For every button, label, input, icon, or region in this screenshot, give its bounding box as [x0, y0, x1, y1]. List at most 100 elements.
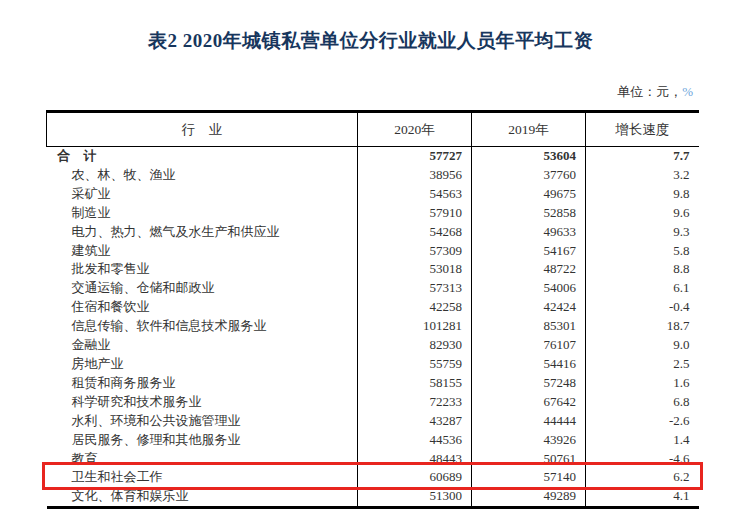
industry-name-cell: 电力、热力、燃气及水生产和供应业	[47, 223, 358, 242]
value-2019-cell: 37760	[472, 166, 586, 185]
col-header-growth: 增长速度	[586, 112, 699, 147]
table-row: 卫生和社会工作60689571406.2	[47, 468, 699, 487]
page-title: 表2 2020年城镇私营单位分行业就业人员年平均工资	[0, 0, 741, 54]
value-2019-cell: 57248	[472, 374, 586, 393]
growth-rate-cell: 9.0	[586, 336, 699, 355]
industry-name-cell: 水利、环境和公共设施管理业	[47, 412, 358, 431]
value-2019-cell: 43926	[472, 431, 586, 450]
table-row: 合 计57727536047.7	[47, 147, 699, 166]
growth-rate-cell: 18.7	[586, 317, 699, 336]
growth-rate-cell: 6.8	[586, 393, 699, 412]
value-2019-cell: 50761	[472, 450, 586, 469]
table-row: 建筑业57309541675.8	[47, 242, 699, 261]
industry-name-cell: 教育	[47, 450, 358, 469]
table-wrap: 行 业 2020年 2019年 增长速度 合 计57727536047.7农、林…	[46, 110, 698, 509]
industry-name-cell: 信息传输、软件和信息技术服务业	[47, 317, 358, 336]
col-header-2020: 2020年	[358, 112, 472, 147]
value-2020-cell: 44536	[358, 431, 472, 450]
industry-name-cell: 住宿和餐饮业	[47, 298, 358, 317]
value-2020-cell: 57727	[358, 147, 472, 166]
table-row: 批发和零售业53018487228.8	[47, 260, 699, 279]
value-2019-cell: 49633	[472, 223, 586, 242]
growth-rate-cell: 4.1	[586, 487, 699, 507]
industry-name-cell: 合 计	[47, 147, 358, 166]
industry-name-cell: 租赁和商务服务业	[47, 374, 358, 393]
table-row: 信息传输、软件和信息技术服务业1012818530118.7	[47, 317, 699, 336]
col-header-industry: 行 业	[47, 112, 358, 147]
table-row: 住宿和餐饮业4225842424-0.4	[47, 298, 699, 317]
unit-note: 单位：元，%	[617, 83, 693, 101]
table-row: 居民服务、修理和其他服务业44536439261.4	[47, 431, 699, 450]
table-row: 文化、体育和娱乐业51300492894.1	[47, 487, 699, 507]
table-row: 租赁和商务服务业58155572481.6	[47, 374, 699, 393]
industry-name-cell: 居民服务、修理和其他服务业	[47, 431, 358, 450]
value-2019-cell: 52858	[472, 204, 586, 223]
table-row: 电力、热力、燃气及水生产和供应业54268496339.3	[47, 223, 699, 242]
growth-rate-cell: 1.6	[586, 374, 699, 393]
value-2020-cell: 43287	[358, 412, 472, 431]
value-2019-cell: 54416	[472, 355, 586, 374]
industry-name-cell: 卫生和社会工作	[47, 468, 358, 487]
value-2019-cell: 53604	[472, 147, 586, 166]
industry-name-cell: 房地产业	[47, 355, 358, 374]
table-row: 制造业57910528589.6	[47, 204, 699, 223]
industry-name-cell: 采矿业	[47, 185, 358, 204]
header-row: 行 业 2020年 2019年 增长速度	[47, 112, 699, 147]
value-2019-cell: 54167	[472, 242, 586, 261]
growth-rate-cell: 6.2	[586, 468, 699, 487]
table-row: 交通运输、仓储和邮政业57313540066.1	[47, 279, 699, 298]
industry-name-cell: 金融业	[47, 336, 358, 355]
table-row: 房地产业55759544162.5	[47, 355, 699, 374]
growth-rate-cell: 5.8	[586, 242, 699, 261]
industry-name-cell: 批发和零售业	[47, 260, 358, 279]
value-2020-cell: 55759	[358, 355, 472, 374]
value-2020-cell: 82930	[358, 336, 472, 355]
page: 表2 2020年城镇私营单位分行业就业人员年平均工资 单位：元，% 行 业 20…	[0, 0, 741, 524]
growth-rate-cell: 1.4	[586, 431, 699, 450]
value-2020-cell: 72233	[358, 393, 472, 412]
growth-rate-cell: 2.5	[586, 355, 699, 374]
growth-rate-cell: -0.4	[586, 298, 699, 317]
growth-rate-cell: 9.8	[586, 185, 699, 204]
value-2019-cell: 42424	[472, 298, 586, 317]
value-2019-cell: 85301	[472, 317, 586, 336]
growth-rate-cell: -4.6	[586, 450, 699, 469]
value-2020-cell: 48443	[358, 450, 472, 469]
value-2019-cell: 54006	[472, 279, 586, 298]
industry-name-cell: 科学研究和技术服务业	[47, 393, 358, 412]
value-2020-cell: 58155	[358, 374, 472, 393]
value-2020-cell: 53018	[358, 260, 472, 279]
growth-rate-cell: 6.1	[586, 279, 699, 298]
table-row: 教育4844350761-4.6	[47, 450, 699, 469]
table-row: 农、林、牧、渔业38956377603.2	[47, 166, 699, 185]
value-2019-cell: 44444	[472, 412, 586, 431]
value-2020-cell: 51300	[358, 487, 472, 507]
industry-name-cell: 文化、体育和娱乐业	[47, 487, 358, 507]
wage-table: 行 业 2020年 2019年 增长速度 合 计57727536047.7农、林…	[46, 110, 699, 509]
growth-rate-cell: 3.2	[586, 166, 699, 185]
value-2020-cell: 54268	[358, 223, 472, 242]
table-row: 科学研究和技术服务业72233676426.8	[47, 393, 699, 412]
growth-rate-cell: 9.6	[586, 204, 699, 223]
value-2020-cell: 57309	[358, 242, 472, 261]
value-2020-cell: 38956	[358, 166, 472, 185]
growth-rate-cell: 9.3	[586, 223, 699, 242]
unit-percent-symbol: %	[682, 84, 693, 99]
table-row: 金融业82930761079.0	[47, 336, 699, 355]
industry-name-cell: 农、林、牧、渔业	[47, 166, 358, 185]
value-2020-cell: 42258	[358, 298, 472, 317]
value-2019-cell: 49675	[472, 185, 586, 204]
value-2019-cell: 67642	[472, 393, 586, 412]
industry-name-cell: 建筑业	[47, 242, 358, 261]
value-2020-cell: 57910	[358, 204, 472, 223]
value-2020-cell: 60689	[358, 468, 472, 487]
value-2020-cell: 54563	[358, 185, 472, 204]
table-body: 合 计57727536047.7农、林、牧、渔业38956377603.2采矿业…	[47, 147, 699, 508]
value-2019-cell: 57140	[472, 468, 586, 487]
value-2019-cell: 76107	[472, 336, 586, 355]
growth-rate-cell: 8.8	[586, 260, 699, 279]
growth-rate-cell: 7.7	[586, 147, 699, 166]
industry-name-cell: 交通运输、仓储和邮政业	[47, 279, 358, 298]
value-2020-cell: 57313	[358, 279, 472, 298]
value-2020-cell: 101281	[358, 317, 472, 336]
